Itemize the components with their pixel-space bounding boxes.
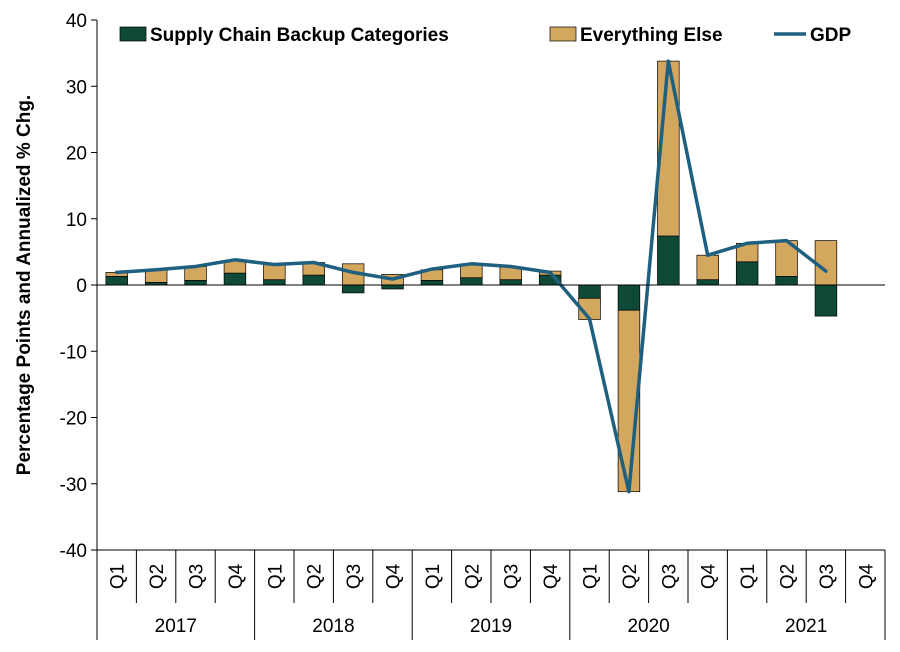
x-tick-label: Q1 <box>423 564 444 589</box>
gdp-line <box>114 59 828 494</box>
x-tick-label: Q2 <box>620 564 641 589</box>
bar-supply-chain <box>578 284 601 299</box>
y-tick-label: 10 <box>66 210 87 231</box>
bar-everything-else <box>263 264 286 281</box>
bars-layer <box>105 60 838 493</box>
bar-everything-else <box>814 240 838 286</box>
bar-supply-chain <box>184 280 207 286</box>
bar-supply-chain <box>499 279 522 286</box>
year-label: 2017 <box>155 616 197 637</box>
y-tick-label: 20 <box>66 144 87 165</box>
year-label: 2020 <box>627 616 669 637</box>
legend-label-gdp: GDP <box>810 25 852 46</box>
x-tick-label: Q3 <box>187 564 208 589</box>
x-tick-label: Q4 <box>699 563 720 589</box>
y-tick-label: -20 <box>60 409 87 430</box>
y-tick-label: -40 <box>60 541 87 562</box>
legend: Supply Chain Backup Categories Everything… <box>119 25 852 46</box>
x-tick-label: Q2 <box>778 564 799 589</box>
y-tick-label: 30 <box>66 77 87 98</box>
x-tick-label: Q3 <box>817 564 838 589</box>
bar-supply-chain <box>696 279 719 286</box>
legend-label-everything-else: Everything Else <box>580 25 723 46</box>
x-tick-label: Q1 <box>108 564 129 589</box>
bar-supply-chain <box>302 274 325 286</box>
y-axis-label: Percentage Points and Annualized % Chg. <box>14 95 35 475</box>
bar-supply-chain <box>420 280 444 286</box>
x-tick-label: Q4 <box>226 563 247 589</box>
bar-supply-chain <box>223 272 247 286</box>
legend-swatch-supply-chain <box>119 26 147 42</box>
y-tick-label: 0 <box>76 276 87 297</box>
axes-layer: 40 30 20 10 0 -10 -20 -30 -40 Q1 Q2 Q3 Q4 Q1 Q2 Q3 Q4 Q1 Q… <box>60 11 886 640</box>
bar-supply-chain <box>814 284 838 317</box>
bar-supply-chain <box>105 276 128 286</box>
x-tick-label: Q3 <box>502 564 523 589</box>
legend-label-supply-chain: Supply Chain Backup Categories <box>150 25 449 46</box>
year-label: 2021 <box>785 616 827 637</box>
bar-everything-else <box>696 254 719 281</box>
y-tick-label: 40 <box>66 11 87 32</box>
x-tick-label: Q3 <box>659 564 680 589</box>
bar-supply-chain <box>735 261 759 286</box>
y-tick-label: -30 <box>60 475 87 496</box>
x-tick-label: Q2 <box>147 564 168 589</box>
bar-supply-chain <box>381 284 404 290</box>
bar-supply-chain <box>341 284 365 294</box>
x-tick-label: Q2 <box>305 564 326 589</box>
bar-supply-chain <box>460 277 483 286</box>
year-label: 2018 <box>312 616 354 637</box>
bar-supply-chain <box>263 279 286 286</box>
x-tick-label: Q4 <box>384 563 405 589</box>
legend-swatch-everything-else <box>549 26 577 42</box>
y-tick-label: -10 <box>60 342 87 363</box>
bar-supply-chain <box>657 235 680 286</box>
gdp-line-layer <box>114 59 828 494</box>
x-tick-label: Q1 <box>581 564 602 589</box>
x-tick-label: Q3 <box>344 564 365 589</box>
bar-supply-chain <box>617 284 641 311</box>
x-tick-label: Q4 <box>541 563 562 589</box>
x-tick-label: Q1 <box>738 564 759 589</box>
x-tick-label: Q1 <box>265 564 286 589</box>
year-label: 2019 <box>470 616 512 637</box>
x-tick-label: Q4 <box>856 563 877 589</box>
x-tick-label: Q2 <box>462 564 483 589</box>
bar-supply-chain <box>775 276 798 286</box>
